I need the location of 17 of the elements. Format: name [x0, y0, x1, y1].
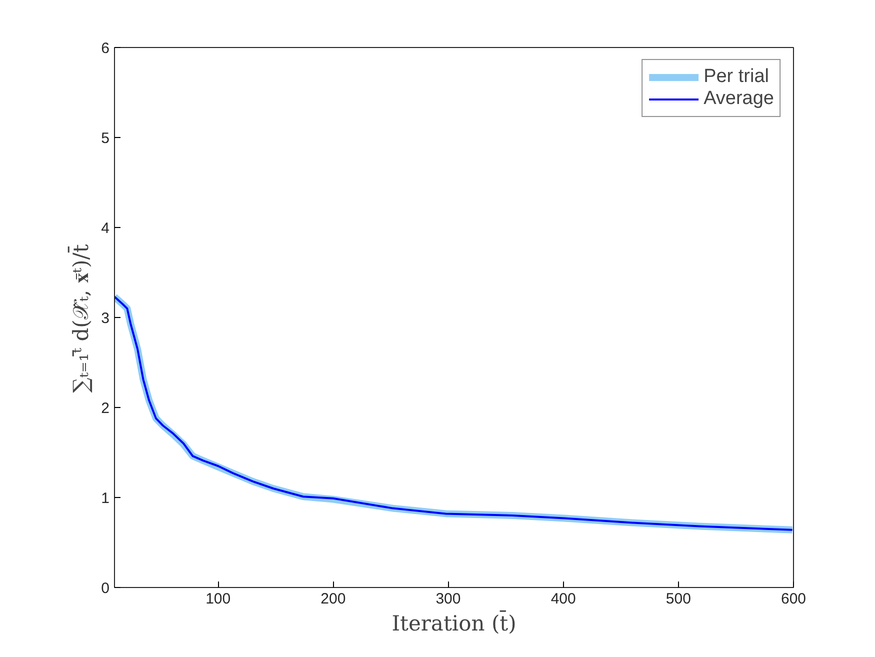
x-axis-title: Iteration (t̄): [392, 610, 516, 636]
y-tick-label: 3: [101, 310, 110, 327]
x-tick-label: 300: [436, 590, 461, 608]
x-tick-label: 500: [666, 590, 691, 608]
y-tick-label: 5: [101, 130, 110, 147]
x-tick-label: 200: [320, 590, 346, 608]
y-tick-label: 4: [101, 220, 110, 237]
x-tick-label: 600: [780, 590, 806, 608]
x-tick-label: 400: [550, 590, 576, 608]
x-tick-label: 100: [206, 590, 231, 608]
y-tick-label: 2: [101, 400, 110, 417]
legend-label: Per trial: [704, 66, 770, 88]
y-axis-title: ∑ₜ₌₁ᵗ̄ d(𝒳̂ₜ, 𝐱̄ᵗ)/t̄: [68, 244, 94, 393]
y-tick-label: 0: [101, 580, 110, 597]
legend-label: Average: [704, 88, 774, 110]
y-tick-label: 1: [101, 490, 110, 507]
y-tick-label: 6: [101, 40, 110, 57]
